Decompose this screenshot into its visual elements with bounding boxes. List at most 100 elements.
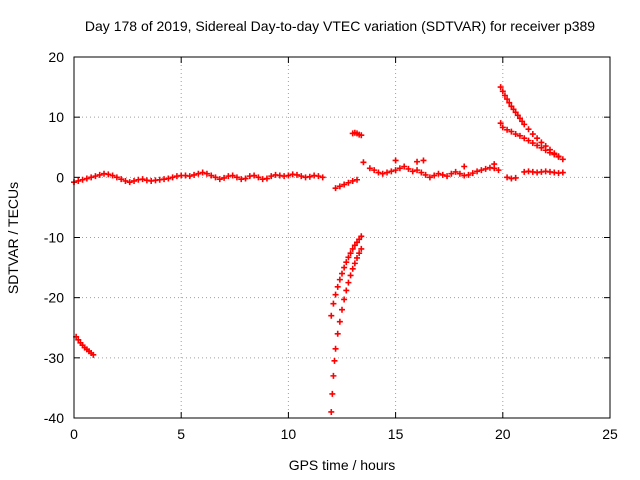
data-point bbox=[525, 137, 532, 144]
data-point bbox=[191, 171, 198, 178]
data-point bbox=[358, 132, 365, 139]
data-point bbox=[538, 144, 545, 151]
x-axis-label: GPS time / hours bbox=[289, 457, 396, 473]
y-axis-label: SDTVAR / TECUs bbox=[5, 182, 21, 294]
data-point bbox=[339, 306, 345, 313]
x-tick-label: 5 bbox=[177, 426, 185, 442]
data-point bbox=[315, 173, 322, 180]
axis-ticks: 0 5 10 15 20 25 -40 -30 -20 -10 0 10 20 bbox=[44, 49, 618, 442]
data-point bbox=[392, 157, 399, 164]
data-point bbox=[401, 163, 408, 170]
data-point bbox=[118, 176, 125, 183]
data-point bbox=[255, 174, 262, 181]
data-point bbox=[375, 169, 382, 176]
data-point bbox=[79, 176, 86, 183]
x-tick-label: 25 bbox=[602, 426, 618, 442]
data-point bbox=[510, 106, 517, 113]
data-point bbox=[521, 135, 528, 142]
data-point bbox=[105, 171, 112, 178]
data-point bbox=[343, 287, 350, 294]
data-point bbox=[212, 174, 219, 181]
data-point bbox=[478, 167, 485, 174]
data-point bbox=[529, 140, 536, 147]
data-point bbox=[109, 172, 116, 179]
data-point bbox=[426, 174, 433, 181]
data-point bbox=[366, 165, 373, 172]
data-point bbox=[216, 176, 223, 183]
data-point bbox=[229, 172, 236, 179]
data-point bbox=[351, 260, 358, 267]
data-point bbox=[504, 96, 511, 103]
data-point bbox=[339, 270, 345, 277]
data-point bbox=[351, 242, 358, 249]
data-point bbox=[122, 177, 129, 184]
data-point bbox=[298, 173, 305, 180]
data-point bbox=[469, 170, 476, 177]
data-point bbox=[529, 131, 536, 138]
data-point bbox=[139, 176, 146, 183]
data-point bbox=[336, 276, 343, 283]
data-point bbox=[113, 174, 120, 181]
y-tick-label: -40 bbox=[44, 410, 64, 426]
data-point bbox=[512, 131, 519, 138]
data-point bbox=[414, 167, 421, 174]
data-point bbox=[504, 174, 511, 181]
data-point bbox=[418, 169, 425, 176]
data-point bbox=[392, 167, 399, 174]
data-point bbox=[195, 170, 202, 177]
data-point bbox=[456, 170, 463, 177]
data-point bbox=[474, 168, 481, 175]
data-point bbox=[341, 181, 348, 188]
data-point bbox=[555, 153, 562, 160]
x-tick-label: 20 bbox=[495, 426, 511, 442]
data-point bbox=[508, 128, 515, 135]
data-point bbox=[516, 115, 523, 122]
data-point bbox=[495, 167, 502, 174]
y-tick-label: -30 bbox=[44, 350, 64, 366]
y-tick-label: 0 bbox=[56, 169, 64, 185]
data-point bbox=[131, 177, 138, 184]
data-point bbox=[448, 170, 455, 177]
data-point bbox=[354, 239, 361, 246]
data-point bbox=[358, 233, 365, 240]
data-point bbox=[516, 132, 523, 139]
data-point bbox=[336, 183, 343, 190]
data-point bbox=[347, 250, 354, 257]
data-point bbox=[83, 175, 90, 182]
data-point bbox=[349, 177, 356, 184]
data-point bbox=[444, 173, 451, 180]
data-point bbox=[208, 172, 215, 179]
data-point bbox=[501, 92, 508, 99]
data-point bbox=[330, 300, 337, 307]
data-point bbox=[341, 264, 348, 271]
data-point bbox=[332, 345, 339, 352]
data-point bbox=[343, 259, 350, 266]
data-point bbox=[92, 173, 99, 180]
data-point bbox=[512, 109, 519, 116]
data-point bbox=[345, 279, 352, 286]
data-point bbox=[90, 351, 97, 358]
data-point bbox=[435, 170, 442, 177]
data-point bbox=[409, 168, 416, 175]
data-point bbox=[512, 174, 519, 181]
data-point bbox=[431, 172, 438, 179]
x-tick-label: 10 bbox=[281, 426, 297, 442]
data-point bbox=[345, 179, 352, 186]
data-point bbox=[379, 170, 386, 177]
data-point bbox=[384, 169, 391, 176]
data-point bbox=[75, 177, 82, 184]
data-point bbox=[519, 118, 526, 125]
data-point bbox=[551, 151, 558, 158]
data-point bbox=[482, 165, 489, 172]
data-point bbox=[285, 172, 292, 179]
data-point bbox=[345, 254, 352, 261]
data-point bbox=[465, 171, 472, 178]
data-point bbox=[336, 318, 343, 325]
data-point bbox=[319, 174, 326, 181]
data-point bbox=[414, 158, 421, 165]
chart-title: Day 178 of 2019, Sidereal Day-to-day VTE… bbox=[85, 18, 595, 34]
data-point bbox=[504, 126, 511, 133]
data-point bbox=[96, 171, 103, 178]
data-point bbox=[439, 171, 446, 178]
y-tick-label: -10 bbox=[44, 230, 64, 246]
